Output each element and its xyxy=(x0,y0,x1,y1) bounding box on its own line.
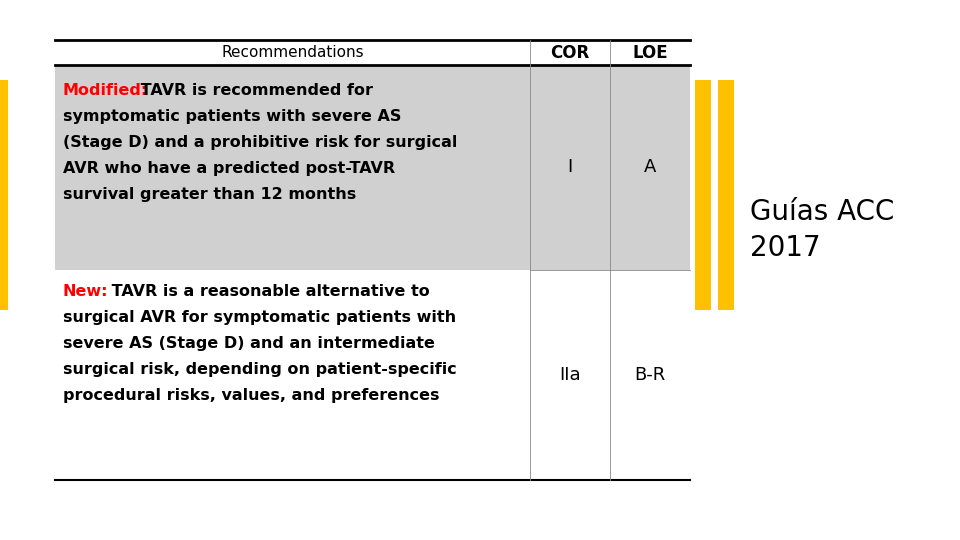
Text: LOE: LOE xyxy=(633,44,668,62)
Text: Recommendations: Recommendations xyxy=(221,45,364,60)
Text: severe AS (Stage D) and an intermediate: severe AS (Stage D) and an intermediate xyxy=(63,336,435,351)
Text: surgical risk, depending on patient-specific: surgical risk, depending on patient-spec… xyxy=(63,362,457,377)
Text: Modified:: Modified: xyxy=(63,83,148,98)
Text: I: I xyxy=(567,159,572,177)
Text: COR: COR xyxy=(550,44,589,62)
Text: Guías ACC
2017: Guías ACC 2017 xyxy=(750,198,895,262)
Text: B-R: B-R xyxy=(635,366,665,384)
Text: A: A xyxy=(644,159,657,177)
Bar xyxy=(0,80,8,310)
Text: TAVR is a reasonable alternative to: TAVR is a reasonable alternative to xyxy=(106,284,430,299)
Bar xyxy=(718,80,734,310)
Text: procedural risks, values, and preferences: procedural risks, values, and preference… xyxy=(63,388,440,403)
Text: surgical AVR for symptomatic patients with: surgical AVR for symptomatic patients wi… xyxy=(63,310,456,325)
Text: symptomatic patients with severe AS: symptomatic patients with severe AS xyxy=(63,109,401,124)
Text: survival greater than 12 months: survival greater than 12 months xyxy=(63,187,356,202)
Bar xyxy=(695,80,711,310)
Text: AVR who have a predicted post-TAVR: AVR who have a predicted post-TAVR xyxy=(63,161,396,176)
Text: (Stage D) and a prohibitive risk for surgical: (Stage D) and a prohibitive risk for sur… xyxy=(63,135,457,150)
Bar xyxy=(55,65,690,270)
Text: IIa: IIa xyxy=(559,366,581,384)
Text: New:: New: xyxy=(63,284,108,299)
Text: TAVR is recommended for: TAVR is recommended for xyxy=(135,83,373,98)
